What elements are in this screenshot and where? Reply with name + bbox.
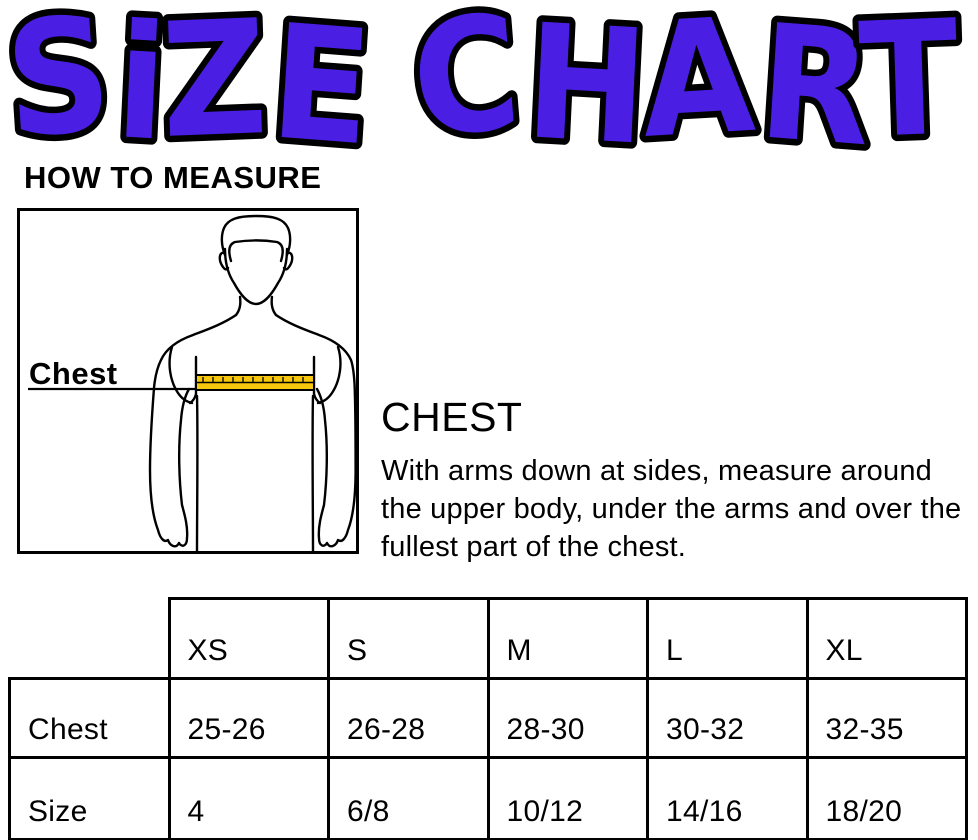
chest-info-heading: CHEST — [381, 394, 523, 440]
torso-figure-illustration: Chest — [28, 214, 356, 551]
size-chart-title: SiZE CHART — [0, 0, 968, 188]
header-empty-cell — [9, 598, 171, 680]
how-to-measure-heading: HOW TO MEASURE — [24, 160, 322, 195]
chest-measure-info: CHEST With arms down at sides, measure a… — [381, 394, 973, 566]
size-table-header-row: XS S M L XL — [9, 597, 968, 680]
chest-value-s: 26-28 — [327, 677, 490, 759]
chest-value-xl: 32-35 — [805, 677, 968, 759]
header-cell-xs: XS — [167, 597, 330, 680]
left-chest-line — [188, 355, 198, 405]
size-value-m: 10/12 — [486, 756, 649, 840]
header-cell-s: S — [327, 597, 490, 680]
header-cell-l: L — [646, 597, 809, 680]
title-text: SiZE CHART — [0, 0, 961, 182]
size-value-l: 14/16 — [646, 756, 809, 840]
size-value-xs: 4 — [167, 756, 330, 840]
neck-lines — [234, 295, 278, 317]
chest-row: Chest 25-26 26-28 28-30 30-32 32-35 — [8, 677, 968, 759]
right-chest-line — [312, 355, 322, 405]
size-table: XS S M L XL Chest 25-26 26-28 28-30 30-3… — [8, 597, 968, 840]
size-value-xl: 18/20 — [805, 756, 968, 840]
right-ear — [282, 251, 294, 271]
chest-pointer-label: Chest — [29, 356, 118, 391]
header-cell-xl: XL — [805, 597, 968, 680]
chest-value-l: 30-32 — [646, 677, 809, 759]
left-ear — [218, 251, 230, 271]
head-outline — [218, 214, 294, 306]
header-cell-m: M — [486, 597, 649, 680]
size-value-s: 6/8 — [327, 756, 490, 840]
tape-tick-marks — [202, 377, 304, 383]
chest-row-label: Chest — [8, 677, 171, 759]
chest-value-m: 28-30 — [486, 677, 649, 759]
measure-diagram-box: Chest — [17, 208, 359, 554]
right-armpit-crease — [316, 345, 342, 405]
hairline — [228, 239, 284, 263]
size-row-label: Size — [8, 756, 171, 840]
right-arm-outline — [274, 313, 356, 548]
size-row: Size 4 6/8 10/12 14/16 18/20 — [8, 756, 968, 840]
left-armpit-crease — [168, 345, 194, 405]
left-arm-outline — [148, 313, 238, 548]
measuring-tape-icon — [195, 374, 315, 391]
chest-info-body: With arms down at sides, measure around … — [381, 455, 962, 564]
chest-value-xs: 25-26 — [167, 677, 330, 759]
